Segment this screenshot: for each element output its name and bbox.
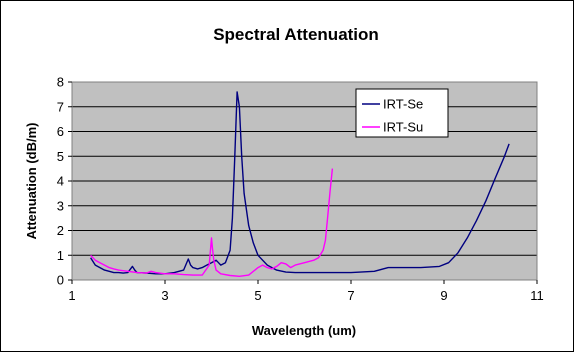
- x-tick-label-2: 5: [254, 288, 261, 303]
- x-tick-label-1: 3: [161, 288, 168, 303]
- series-layer: [90, 91, 510, 277]
- grid-lines: [72, 81, 537, 256]
- y-tick-label-8: 8: [57, 75, 64, 90]
- x-tick-labels: 1 3 5 7 9 11: [68, 288, 543, 303]
- y-tick-label-5: 5: [57, 149, 64, 164]
- y-tick-label-4: 4: [57, 174, 64, 189]
- x-tick-label-0: 1: [68, 288, 75, 303]
- y-tick-labels: 0 1 2 3 4 5 6 7 8: [57, 75, 64, 288]
- y-tick-label-1: 1: [57, 248, 64, 263]
- y-tick-label-6: 6: [57, 124, 64, 139]
- y-tick-label-0: 0: [57, 273, 64, 288]
- series-line-irt-se: [90, 91, 510, 275]
- legend-label-irt-su: IRT-Su: [383, 120, 423, 135]
- x-tick-label-4: 9: [440, 288, 447, 303]
- x-tick-label-5: 11: [530, 288, 544, 303]
- y-tick-label-7: 7: [57, 99, 64, 114]
- y-tick-label-2: 2: [57, 223, 64, 238]
- x-tick-label-3: 7: [347, 288, 354, 303]
- axes: [68, 81, 538, 284]
- y-tick-label-3: 3: [57, 198, 64, 213]
- chart-title: Spectral Attenuation: [213, 25, 379, 44]
- series-line-irt-su: [90, 168, 334, 277]
- legend: IRT-Se IRT-Su: [355, 88, 449, 138]
- legend-label-irt-se: IRT-Se: [383, 97, 423, 112]
- legend-box: [355, 88, 449, 138]
- x-axis-label: Wavelength (um): [252, 323, 356, 338]
- y-axis-label: Attenuation (dB/m): [24, 123, 39, 240]
